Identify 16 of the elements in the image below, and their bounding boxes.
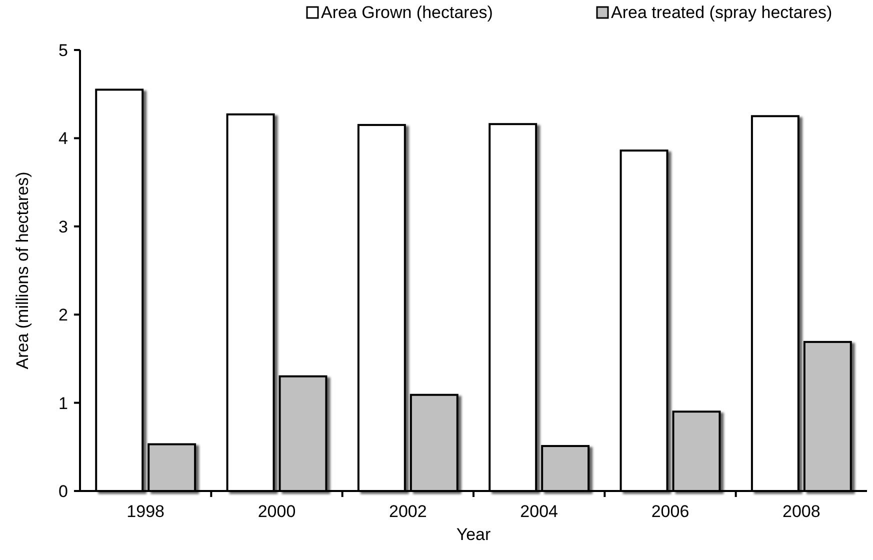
x-tick-label: 2004 [520,502,558,521]
y-tick-label: 5 [58,40,68,60]
x-axis-title: Year [456,525,492,544]
x-tick-label: 2002 [389,502,427,521]
x-tick-label: 2000 [258,502,296,521]
y-tick-label: 0 [58,482,68,501]
legend-label: Area Grown (hectares) [321,2,493,22]
legend-label: Area treated (spray hectares) [611,2,832,22]
y-tick-label: 1 [58,394,68,413]
x-tick-label: 2006 [651,502,690,521]
y-tick-label: 2 [58,306,68,325]
y-axis-title: Area (millions of hectares) [13,172,32,370]
x-tick-label: 1998 [126,502,164,521]
y-tick-label: 3 [58,217,68,236]
x-tick-label: 2008 [782,502,820,521]
y-tick-label: 4 [58,129,68,148]
